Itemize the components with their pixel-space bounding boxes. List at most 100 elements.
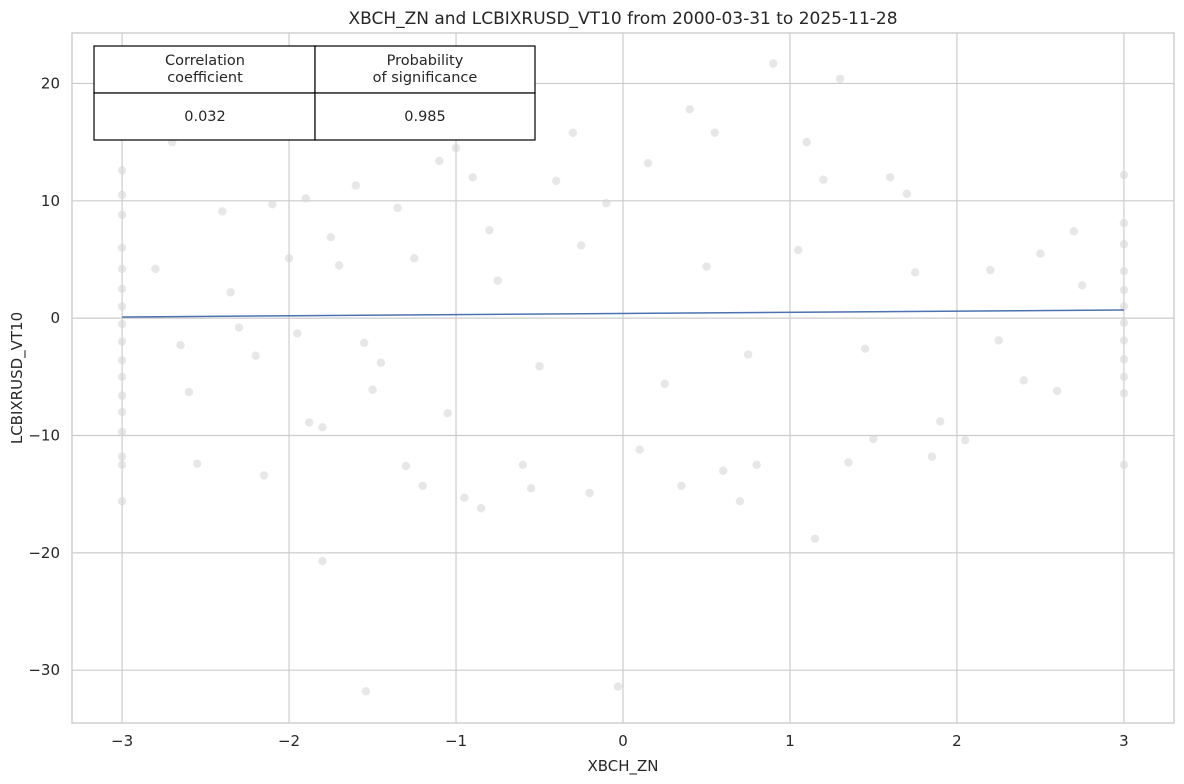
scatter-points xyxy=(117,59,1129,696)
scatter-point xyxy=(1119,355,1129,364)
scatter-point xyxy=(251,351,260,360)
scatter-point xyxy=(986,265,995,275)
scatter-point xyxy=(702,262,711,271)
scatter-point xyxy=(117,407,127,417)
stats-header-correlation: Correlation coefficient xyxy=(165,53,245,86)
scatter-point xyxy=(910,268,920,277)
stats-header-line: of significance xyxy=(373,70,478,86)
scatter-point xyxy=(1119,302,1129,311)
scatter-point xyxy=(117,372,127,382)
scatter-point xyxy=(685,105,694,114)
scatter-point xyxy=(602,198,611,208)
scatter-point xyxy=(577,241,586,250)
scatter-point xyxy=(1052,386,1062,396)
x-tick-label: 1 xyxy=(785,732,795,750)
x-axis-ticks: −3 −2 −1 0 1 2 3 xyxy=(111,732,1129,750)
scatter-point xyxy=(677,481,686,491)
scatter-point xyxy=(660,379,669,389)
scatter-point xyxy=(936,417,945,426)
chart-title: XBCH_ZN and LCBIXRUSD_VT10 from 2000-03-… xyxy=(348,9,897,29)
scatter-point xyxy=(927,452,937,461)
scatter-point xyxy=(117,497,127,506)
scatter-point xyxy=(117,452,127,461)
scatter-point xyxy=(304,418,314,427)
scatter-point xyxy=(552,176,561,186)
scatter-point xyxy=(117,210,127,220)
scatter-point xyxy=(493,276,502,285)
scatter-point xyxy=(234,323,244,332)
scatter-point xyxy=(361,687,371,696)
scatter-point xyxy=(961,435,970,445)
y-tick-label: 10 xyxy=(41,192,60,210)
scatter-point xyxy=(752,460,761,470)
scatter-point xyxy=(1119,170,1129,180)
scatter-point xyxy=(401,461,411,471)
scatter-point xyxy=(1036,249,1045,258)
scatter-point xyxy=(485,225,494,235)
x-axis-label: XBCH_ZN xyxy=(587,757,658,776)
scatter-point xyxy=(117,302,127,311)
scatter-point xyxy=(368,385,377,394)
scatter-point xyxy=(869,434,878,444)
scatter-point xyxy=(117,243,127,252)
scatter-point xyxy=(117,319,127,329)
scatter-point xyxy=(835,74,845,83)
scatter-point xyxy=(418,481,427,491)
scatter-point xyxy=(1019,376,1028,385)
scatter-point xyxy=(117,166,127,175)
scatter-point xyxy=(535,362,544,371)
scatter-point xyxy=(1119,318,1129,328)
y-tick-label: −30 xyxy=(28,661,60,679)
scatter-point xyxy=(819,175,828,184)
scatter-point xyxy=(585,488,594,498)
scatter-point xyxy=(451,143,461,153)
scatter-point xyxy=(117,356,127,365)
scatter-point xyxy=(1077,281,1087,290)
scatter-point xyxy=(117,391,127,400)
stats-table: Correlation coefficient Probability of sig… xyxy=(93,45,536,141)
scatter-point xyxy=(844,458,853,467)
y-tick-label: 0 xyxy=(50,309,60,327)
stats-value-correlation: 0.032 xyxy=(184,109,226,125)
stats-value-cell-correlation xyxy=(93,92,316,141)
scatter-point xyxy=(117,460,127,470)
scatter-point xyxy=(318,556,327,566)
grid xyxy=(72,33,1174,723)
stats-header-cell-correlation xyxy=(93,45,316,94)
stats-header-probability: Probability of significance xyxy=(373,53,478,86)
scatter-point xyxy=(718,466,728,475)
regression-line-group xyxy=(122,309,1124,318)
scatter-point xyxy=(334,261,344,270)
scatter-point xyxy=(794,245,803,255)
scatter-point xyxy=(151,264,160,274)
x-tick-label: 0 xyxy=(618,732,628,750)
scatter-point xyxy=(218,207,227,216)
scatter-point xyxy=(435,156,444,166)
scatter-point xyxy=(860,344,870,353)
scatter-point xyxy=(117,284,127,294)
scatter-point xyxy=(393,203,402,213)
scatter-point xyxy=(885,173,895,182)
y-tick-label: −20 xyxy=(28,544,60,562)
scatter-point xyxy=(902,189,912,198)
scatter-point xyxy=(613,682,623,691)
scatter-point xyxy=(1119,267,1129,276)
scatter-point xyxy=(117,264,127,274)
x-tick-label: 2 xyxy=(952,732,962,750)
regression-line xyxy=(122,309,1124,318)
stats-value-probability: 0.985 xyxy=(404,109,446,125)
scatter-point xyxy=(744,350,753,359)
scatter-point xyxy=(268,200,277,209)
scatter-point xyxy=(1069,227,1079,236)
scatter-point xyxy=(643,159,653,168)
scatter-point xyxy=(359,338,369,347)
scatter-point xyxy=(994,336,1003,345)
scatter-point xyxy=(318,423,327,432)
scatter-point xyxy=(810,534,820,543)
scatter-point xyxy=(1119,389,1129,398)
stats-header-line: Probability xyxy=(387,53,464,69)
x-tick-label: 3 xyxy=(1119,732,1129,750)
scatter-point xyxy=(226,288,235,297)
scatter-point xyxy=(301,194,310,203)
